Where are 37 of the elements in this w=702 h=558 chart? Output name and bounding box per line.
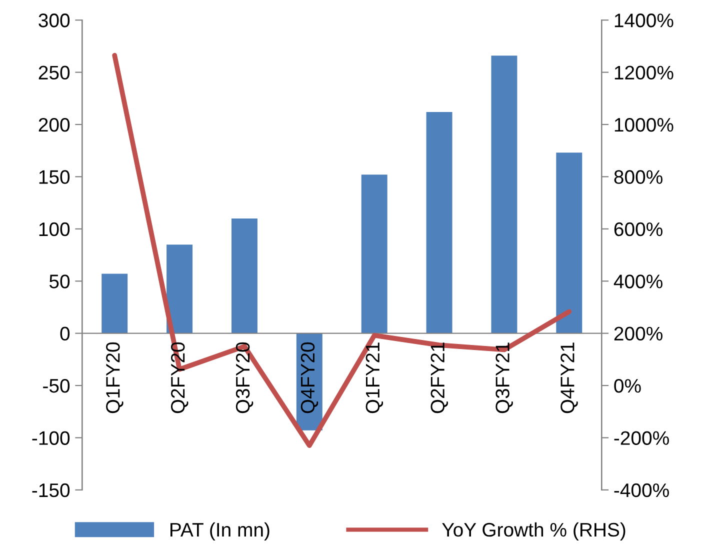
y-tick-label: 150: [39, 170, 70, 184]
y-tick-label: -100: [32, 431, 70, 445]
x-tick-label: Q2FY20: [170, 342, 188, 414]
y-tick-label: 250: [38, 66, 70, 80]
legend-label: PAT (In mn): [170, 522, 270, 540]
y2-tick-label: -200%: [614, 431, 669, 445]
x-tick-label: Q2FY21: [430, 342, 448, 414]
y2-tick-label: 1200%: [614, 66, 674, 80]
bar: [166, 244, 193, 334]
bar: [426, 112, 452, 334]
x-tick-label: Q4FY21: [560, 342, 578, 414]
x-tick-label: Q3FY20: [236, 342, 254, 414]
bar: [102, 274, 128, 334]
bar: [491, 56, 518, 334]
y-tick-label: 200: [38, 118, 70, 132]
y2-tick-label: 600%: [614, 222, 662, 236]
y-tick-label: 300: [38, 14, 70, 28]
y2-tick-label: -400%: [614, 483, 669, 498]
x-tick-label: Q3FY21: [496, 342, 513, 414]
y2-tick-label: 800%: [614, 170, 662, 184]
y-tick-label: -50: [43, 378, 70, 393]
y-tick-label: 100: [39, 222, 70, 236]
y-tick-label: 50: [49, 274, 70, 288]
bar: [556, 152, 582, 334]
x-tick-label: Q1FY21: [366, 342, 384, 414]
bar: [231, 218, 258, 334]
x-tick-label: Q1FY20: [106, 342, 124, 414]
y-tick-label: -150: [32, 483, 70, 498]
y-tick-label: 0: [60, 326, 70, 341]
y2-tick-label: 0%: [614, 378, 641, 393]
y2-tick-label: 200%: [614, 326, 662, 341]
y2-tick-label: 1400%: [614, 14, 674, 28]
y2-tick-label: 1000%: [614, 118, 674, 132]
legend-label: YoY Growth % (RHS): [442, 522, 626, 540]
y2-tick-label: 400%: [614, 274, 662, 288]
bar: [361, 174, 388, 334]
x-tick-label: Q4FY20: [300, 342, 318, 414]
